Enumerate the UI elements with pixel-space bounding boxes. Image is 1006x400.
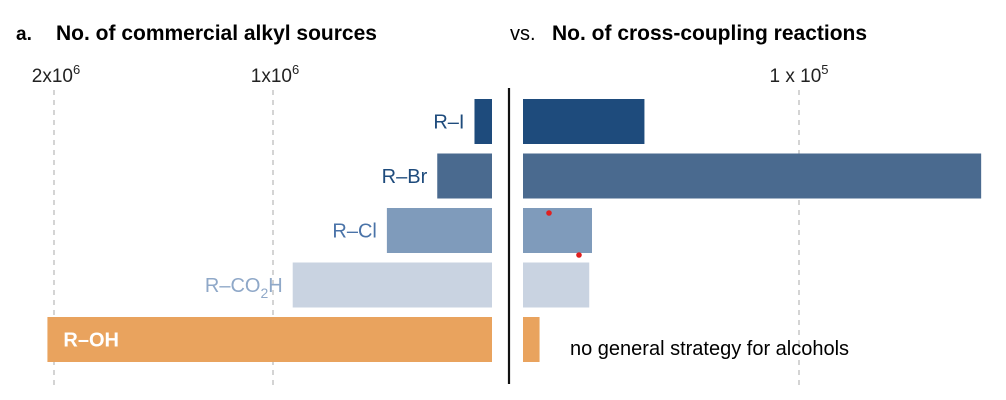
axis-ticks: 2x106 1x106 1 x 105 bbox=[32, 62, 829, 87]
left-bar-r-co2h bbox=[292, 262, 492, 308]
left-bar-r-i bbox=[474, 99, 492, 144]
red-marker bbox=[576, 252, 582, 258]
left-bar-r-oh bbox=[47, 317, 493, 362]
category-label-r-cl: R–Cl bbox=[332, 221, 376, 243]
right-bar-r-oh bbox=[523, 317, 540, 362]
right-bar-r-co2h bbox=[523, 262, 590, 308]
category-label-r-i: R–I bbox=[433, 112, 464, 134]
right-bar-r-i bbox=[523, 99, 645, 144]
left-bar-r-cl bbox=[386, 208, 492, 253]
right-tick-label: 1 x 105 bbox=[770, 62, 829, 87]
category-label-r-oh: R–OH bbox=[63, 330, 119, 352]
left-bar-r-br bbox=[437, 153, 492, 199]
category-label-r-br: R–Br bbox=[382, 166, 428, 188]
right-bar-r-cl bbox=[523, 208, 592, 253]
category-label-r-co2h: R–CO2H bbox=[205, 275, 283, 301]
right-chart-title: No. of cross-coupling reactions bbox=[552, 22, 867, 45]
right-bar-r-br bbox=[523, 153, 982, 199]
annotation-no-strategy: no general strategy for alcohols bbox=[570, 338, 849, 360]
vs-text: vs. bbox=[510, 23, 536, 45]
left-tick-label: 2x106 bbox=[32, 62, 80, 87]
bars bbox=[47, 99, 982, 362]
panel-label: a. bbox=[16, 24, 32, 45]
left-tick-label: 1x106 bbox=[251, 62, 299, 87]
red-marker bbox=[546, 210, 552, 216]
left-chart-title: No. of commercial alkyl sources bbox=[56, 22, 377, 45]
category-labels: R–I R–Br R–Cl R–CO2H R–OH bbox=[63, 112, 464, 352]
